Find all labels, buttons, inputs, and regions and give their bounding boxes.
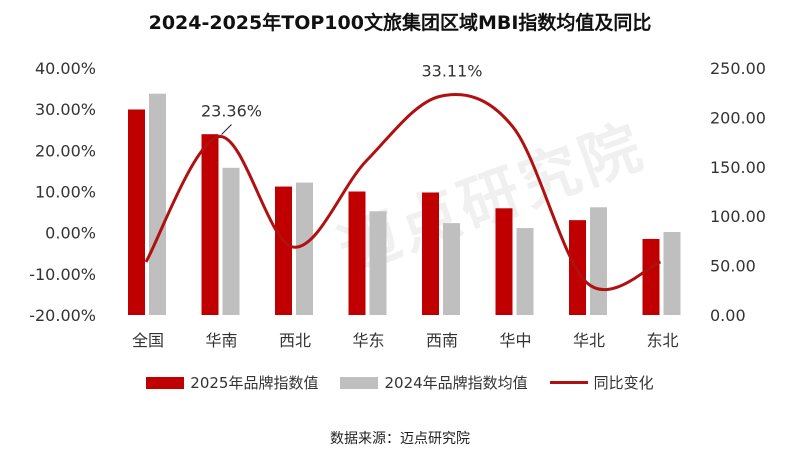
yoy-line [144, 93, 662, 292]
bar-2024 [590, 207, 607, 315]
data-label: 33.11% [421, 61, 482, 80]
legend-label: 2024年品牌指数均值 [384, 374, 528, 392]
x-axis-tick: 东北 [646, 331, 678, 350]
bar-2025 [201, 134, 219, 315]
x-axis-tick: 华东 [352, 331, 384, 350]
bar-2025 [569, 220, 586, 315]
x-axis-tick: 华中 [499, 331, 531, 350]
x-axis-tick: 西南 [426, 331, 458, 350]
bar-2025 [128, 109, 145, 315]
bar-2024 [222, 167, 240, 315]
bar-2025 [348, 191, 366, 315]
right-axis-tick: 0.00 [710, 306, 746, 325]
left-axis-tick: 0.00% [45, 224, 96, 243]
legend-label: 同比变化 [593, 374, 654, 392]
bar-2024 [369, 211, 387, 315]
label-leader [221, 124, 232, 135]
x-axis-tick: 华南 [205, 331, 237, 350]
left-axis-tick: 20.00% [35, 141, 96, 160]
left-axis-tick: 40.00% [35, 59, 96, 78]
legend-item-2025: 2025年品牌指数值 [146, 372, 318, 393]
right-axis-tick: 200.00 [710, 108, 766, 127]
left-axis-tick: -20.00% [29, 306, 96, 325]
left-axis-tick: -10.00% [29, 265, 96, 284]
legend-item-2024: 2024年品牌指数均值 [340, 372, 528, 393]
bar-2025 [642, 238, 660, 315]
bar-2025 [422, 192, 439, 315]
bar-2024 [663, 232, 681, 315]
x-axis-tick: 华北 [573, 331, 605, 350]
left-axis-tick: 10.00% [35, 183, 96, 202]
legend-label: 2025年品牌指数值 [190, 374, 319, 392]
bar-2024 [149, 93, 166, 315]
bar-2024 [443, 223, 460, 315]
bar-2025 [495, 208, 513, 315]
left-axis-tick: 30.00% [35, 100, 96, 119]
legend-item-yoy: 同比变化 [549, 372, 654, 393]
right-axis-tick: 50.00 [710, 257, 756, 276]
right-axis-tick: 250.00 [710, 59, 766, 78]
right-axis-tick: 150.00 [710, 158, 766, 177]
source-note: 数据来源：迈点研究院 [330, 431, 470, 447]
x-axis-tick: 全国 [132, 331, 164, 350]
data-label: 23.36% [201, 102, 262, 121]
bar-2024 [516, 228, 534, 315]
chart-title: 2024-2025年TOP100文旅集团区域MBI指数均值及同比 [148, 12, 652, 34]
legend: 2025年品牌指数值 2024年品牌指数均值 同比变化 [0, 372, 800, 393]
x-axis-tick: 西北 [279, 331, 311, 350]
bar-2024 [296, 182, 313, 315]
bar-2025 [275, 186, 292, 315]
right-axis-tick: 100.00 [710, 207, 766, 226]
